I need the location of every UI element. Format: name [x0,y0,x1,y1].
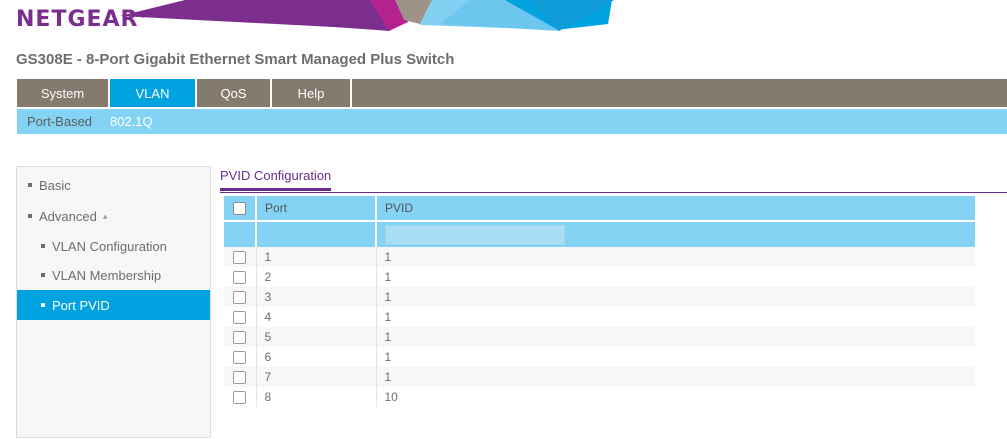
registered-trademark-icon: ® [138,10,148,21]
tab-vlan-label: VLAN [135,85,170,101]
header-banner [0,0,1007,44]
logo-text: NETGEAR [16,7,139,32]
cell-pvid: 1 [376,347,975,367]
row-checkbox[interactable] [233,351,247,365]
row-checkbox[interactable] [233,291,247,305]
pvid-table: Port PVID 1 1 [224,196,975,407]
header-cell-port: Port [256,196,377,221]
chevron-up-icon: ▴ [102,210,108,221]
sidebar-item-vlan-configuration-label: VLAN Configuration [52,238,167,254]
row-checkbox[interactable] [233,271,247,285]
cell-port: 5 [256,327,377,347]
table-row[interactable]: 8 10 [224,387,975,407]
row-checkbox[interactable] [233,331,247,345]
sidebar-item-port-pvid[interactable]: Port PVID [17,290,210,320]
table-row[interactable]: 7 1 [224,367,975,387]
row-checkbox[interactable] [233,391,247,405]
panel-divider [220,192,1007,193]
tab-help[interactable]: Help [272,79,352,107]
cell-port: 7 [256,367,377,387]
bullet-icon [41,273,45,277]
bullet-icon [28,214,32,218]
bullet-icon [41,244,45,248]
subnav-item-8021q-label: 802.1Q [110,114,153,129]
header-cell-select-all [224,196,257,221]
table-row[interactable]: 1 1 [224,247,975,267]
cell-port: 8 [256,387,377,407]
pvid-table-head: Port PVID [224,196,975,221]
sidebar: Basic Advanced ▴ VLAN Configuration VLAN… [16,166,211,438]
cell-port: 1 [256,247,377,267]
row-checkbox-cell [224,347,257,367]
row-checkbox[interactable] [233,251,247,265]
tab-help-label: Help [297,85,325,101]
tab-pvid-configuration-label: PVID Configuration [220,168,332,183]
edit-cell-checkbox [224,220,257,247]
sidebar-item-vlan-configuration[interactable]: VLAN Configuration [17,232,210,260]
cell-port: 2 [256,267,377,287]
row-checkbox-cell [224,307,257,327]
sidebar-item-vlan-membership[interactable]: VLAN Membership [17,261,210,289]
cell-port: 4 [256,307,377,327]
cell-port: 3 [256,287,377,307]
table-header-row: Port PVID [224,196,975,221]
edit-cell-pvid [376,220,975,247]
cell-pvid: 1 [376,327,975,347]
cell-port: 6 [256,347,377,367]
banner-graphic [120,0,614,31]
cell-pvid: 1 [376,307,975,327]
sub-nav: Port-Based 802.1Q [17,109,1007,134]
pvid-input[interactable] [385,224,565,245]
bullet-icon [41,303,45,307]
tab-qos-label: QoS [220,85,247,101]
subnav-item-8021q[interactable]: 802.1Q [110,109,153,134]
sidebar-item-advanced-label: Advanced [39,208,97,224]
cell-pvid: 10 [376,387,975,407]
sidebar-item-advanced[interactable]: Advanced ▴ [17,202,210,230]
row-checkbox-cell [224,267,257,287]
row-checkbox[interactable] [233,311,247,325]
tab-system-label: System [40,85,85,101]
pvid-table-body: 1 1 2 1 3 1 4 1 [224,220,975,407]
cell-pvid: 1 [376,267,975,287]
row-checkbox-cell [224,287,257,307]
row-checkbox-cell [224,387,257,407]
sidebar-item-basic-label: Basic [39,177,71,193]
sidebar-item-port-pvid-label: Port PVID [52,297,110,313]
table-edit-row [224,220,975,247]
bullet-icon [28,183,32,187]
sidebar-item-basic[interactable]: Basic [17,171,210,199]
page-title: GS308E - 8-Port Gigabit Ethernet Smart M… [16,51,455,68]
main-nav: System VLAN QoS Help [0,79,1007,107]
row-checkbox[interactable] [233,371,247,385]
table-row[interactable]: 2 1 [224,267,975,287]
tab-pvid-configuration[interactable]: PVID Configuration [220,168,332,191]
cell-pvid: 1 [376,367,975,387]
subnav-item-port-based-label: Port-Based [27,114,93,129]
cell-pvid: 1 [376,287,975,307]
tab-vlan[interactable]: VLAN [110,79,197,107]
table-row[interactable]: 5 1 [224,327,975,347]
sidebar-item-vlan-membership-label: VLAN Membership [52,267,162,283]
netgear-logo: NETGEAR® [16,9,148,31]
subnav-item-port-based[interactable]: Port-Based [27,109,92,134]
table-row[interactable]: 6 1 [224,347,975,367]
row-checkbox-cell [224,327,257,347]
header-cell-pvid: PVID [376,196,975,221]
row-checkbox-cell [224,367,257,387]
edit-cell-port [256,220,377,247]
cell-pvid: 1 [376,247,975,267]
tab-system[interactable]: System [17,79,110,107]
tab-qos[interactable]: QoS [197,79,272,107]
table-row[interactable]: 3 1 [224,287,975,307]
select-all-checkbox[interactable] [233,202,246,216]
table-row[interactable]: 4 1 [224,307,975,327]
row-checkbox-cell [224,247,257,267]
